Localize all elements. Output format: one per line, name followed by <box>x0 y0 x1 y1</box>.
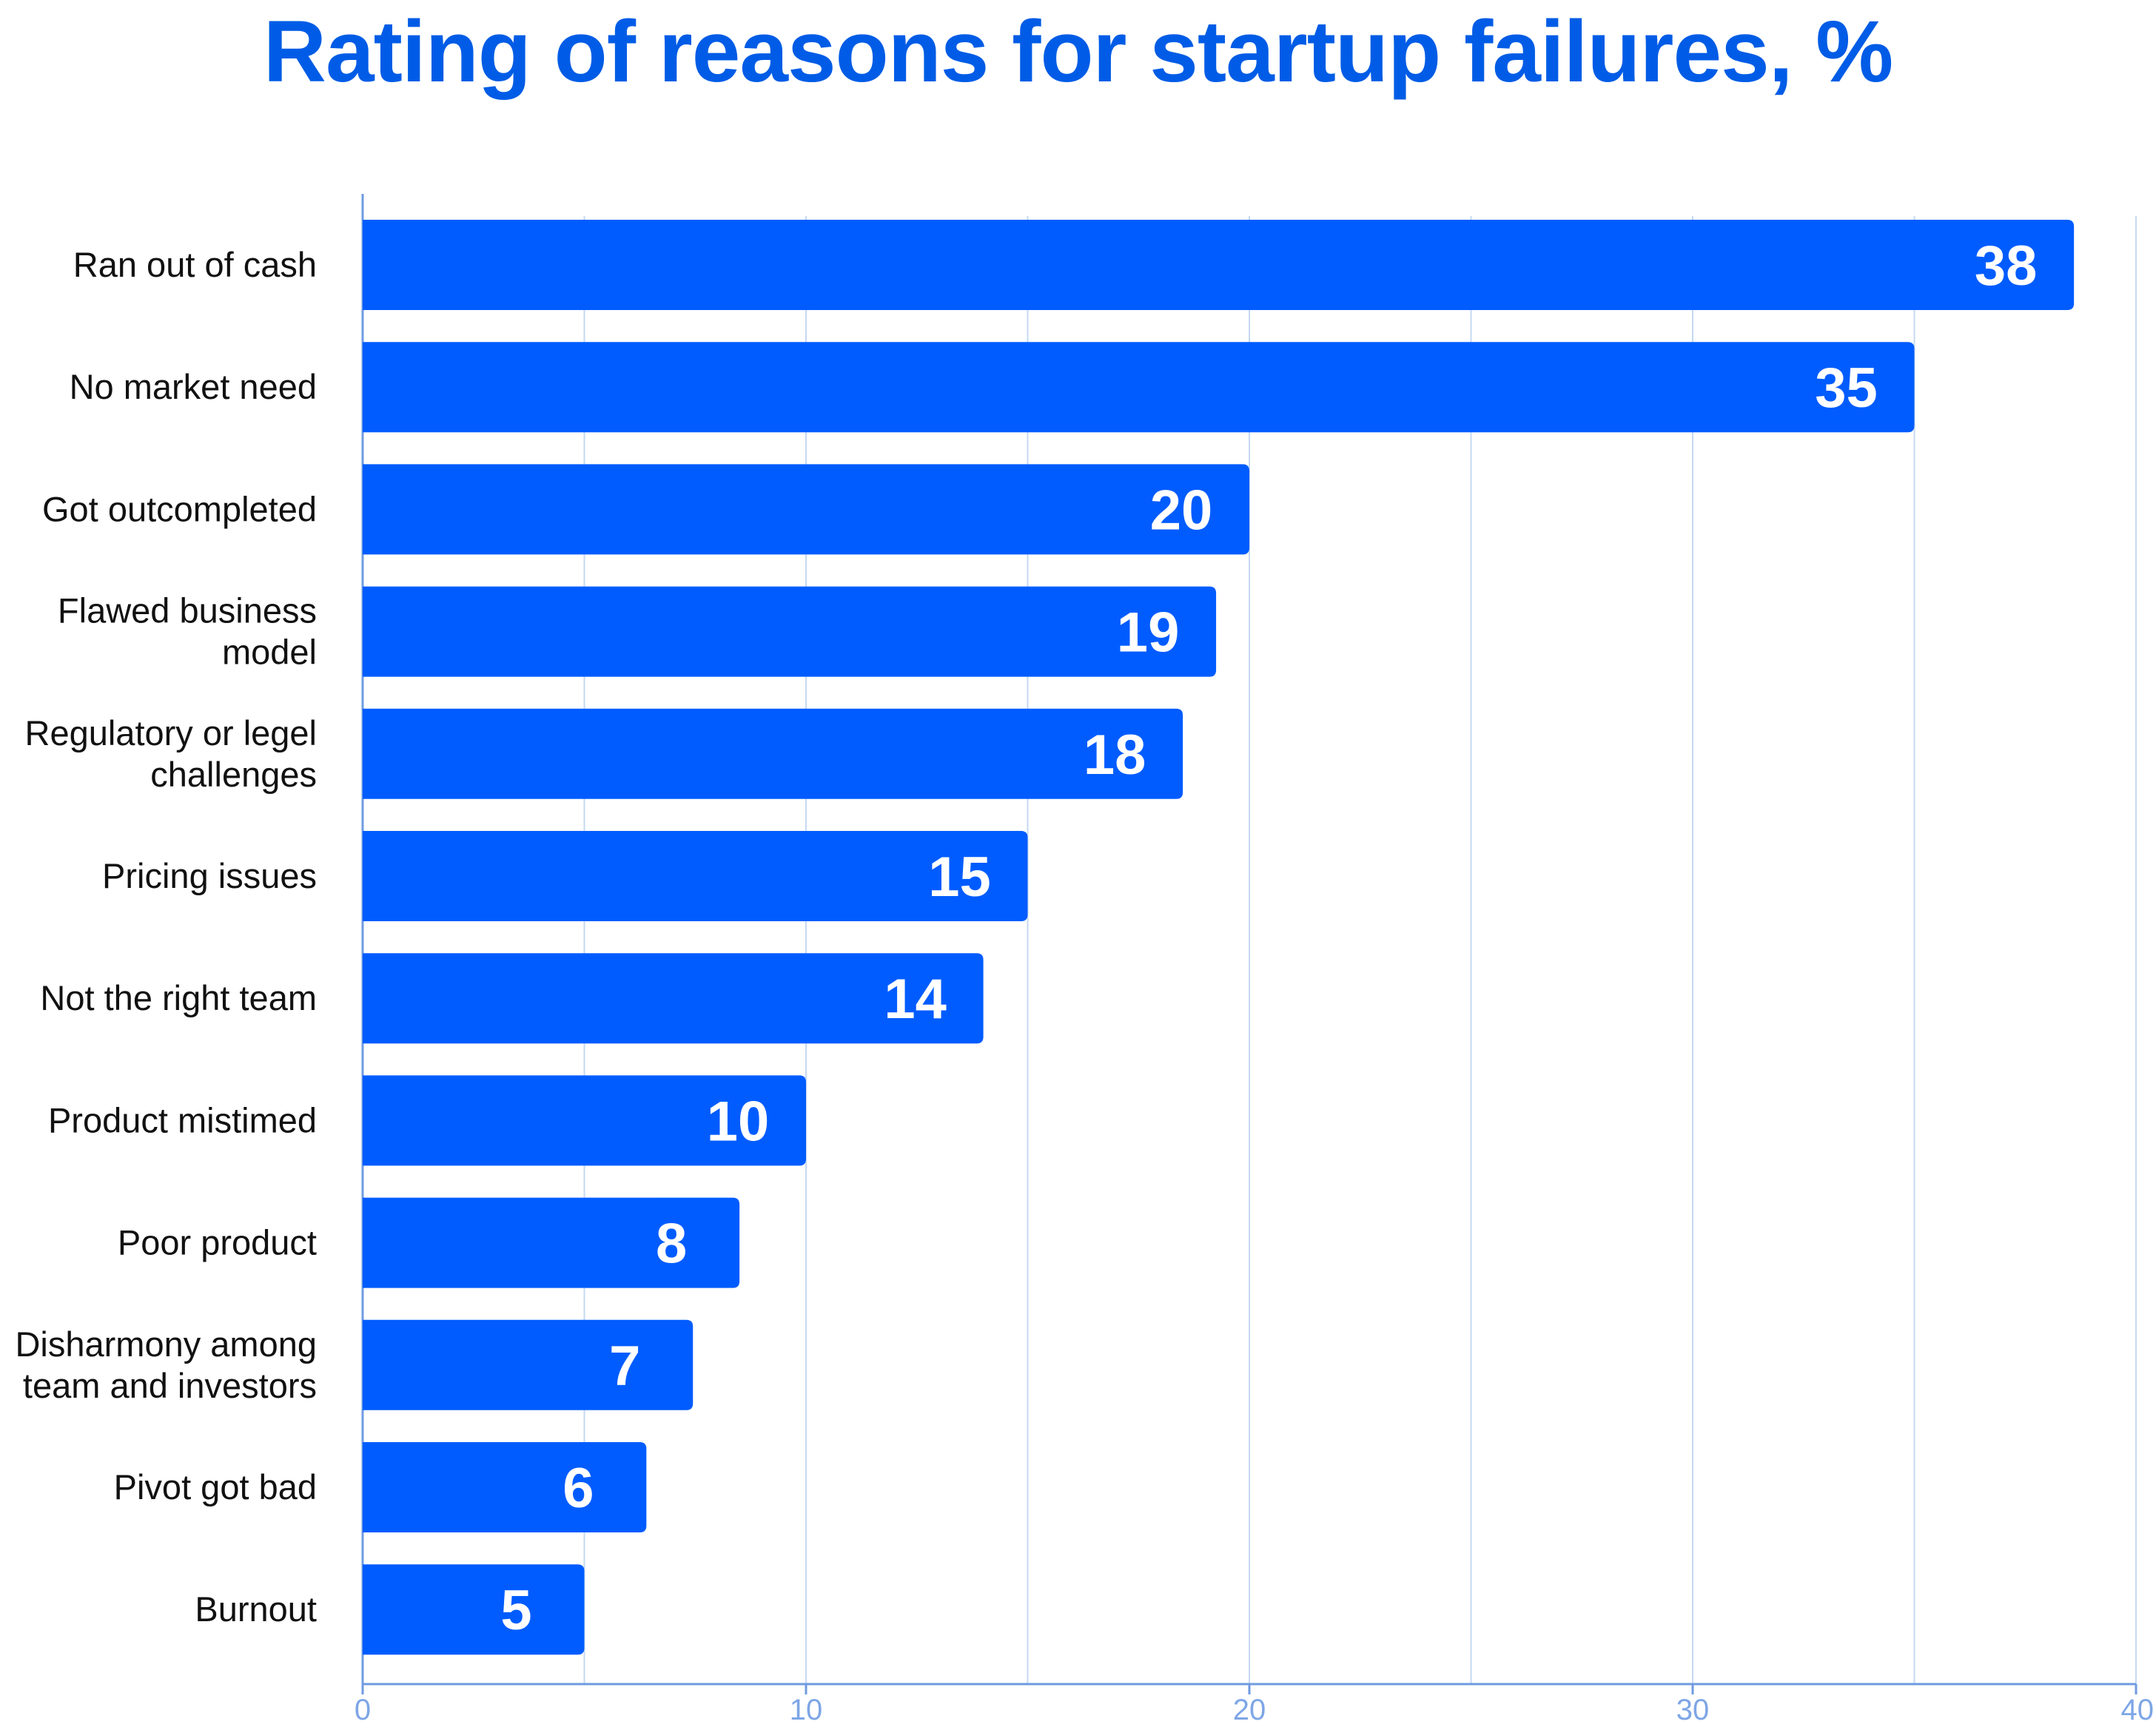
category-label-line: Disharmony among <box>15 1324 317 1364</box>
bar <box>363 831 1028 921</box>
category-label: Got outcompleted <box>42 489 317 528</box>
x-tick-label: 20 <box>1233 1694 1266 1726</box>
category-label-line: Pricing issues <box>102 856 317 895</box>
category-label-line: Not the right team <box>40 978 317 1017</box>
category-label-line: team and investors <box>23 1366 317 1405</box>
category-label: Poor product <box>118 1223 317 1262</box>
category-label-line: Product mistimed <box>48 1100 317 1139</box>
category-label: Burnout <box>195 1589 317 1629</box>
bar-value-label: 19 <box>1117 602 1180 664</box>
category-label-line: Ran out of cash <box>73 245 317 284</box>
bar-value-label: 7 <box>609 1335 640 1398</box>
bar-value-label: 8 <box>656 1213 687 1276</box>
bar <box>363 708 1183 799</box>
category-label: Flawed business model <box>58 591 317 672</box>
category-label: No market need <box>70 367 317 406</box>
category-label: Disharmony among team and investors <box>15 1324 317 1405</box>
category-label-line: Flawed business <box>58 591 317 630</box>
category-label-line: challenges <box>150 755 317 794</box>
bar <box>363 1319 694 1410</box>
bar-value-label: 14 <box>884 968 947 1031</box>
bar <box>363 464 1249 555</box>
bar <box>363 1564 585 1655</box>
category-label-line: Regulatory or legel <box>25 713 318 753</box>
category-label-line: Poor product <box>118 1223 317 1262</box>
bar-value-label: 35 <box>1815 357 1878 420</box>
category-label-line: Pivot got bad <box>114 1467 317 1507</box>
category-label: Ran out of cash <box>73 245 317 284</box>
bar-value-label: 15 <box>928 846 991 909</box>
x-tick-label: 30 <box>1676 1694 1710 1726</box>
bar-value-label: 6 <box>562 1457 594 1520</box>
category-label: Product mistimed <box>48 1100 317 1139</box>
bar-value-label: 5 <box>500 1579 531 1642</box>
bar-value-label: 20 <box>1150 479 1213 542</box>
bars <box>363 220 2075 1655</box>
category-label-line: Got outcompleted <box>42 489 317 528</box>
x-tick-label: 40 <box>2121 1694 2155 1726</box>
bar-value-label: 10 <box>707 1090 770 1153</box>
bar <box>363 220 2075 310</box>
x-tick-label: 0 <box>355 1694 371 1726</box>
category-label-line: Burnout <box>195 1589 317 1629</box>
bar <box>363 1075 806 1166</box>
bar <box>363 1197 740 1288</box>
category-label: Pricing issues <box>102 856 317 895</box>
chart-title: Rating of reasons for startup failures, … <box>263 3 1893 101</box>
bar <box>363 1442 647 1532</box>
bar-value-label: 18 <box>1084 724 1146 787</box>
category-label-line: model <box>222 633 317 672</box>
x-tick-label: 10 <box>790 1694 823 1726</box>
category-labels: Ran out of cash No market need Got outcomp… <box>15 245 317 1629</box>
category-label: Pivot got bad <box>114 1467 317 1507</box>
x-tick-labels: 0 10 20 30 40 <box>355 1684 2154 1726</box>
category-label-line: No market need <box>70 367 317 406</box>
bar-value-label: 38 <box>1975 235 2038 297</box>
category-label: Not the right team <box>40 978 317 1017</box>
grid-lines <box>583 216 2137 1684</box>
category-label: Regulatory or legel challenges <box>25 713 318 794</box>
bar <box>363 586 1217 677</box>
bar <box>363 342 1915 433</box>
bar <box>363 953 984 1044</box>
